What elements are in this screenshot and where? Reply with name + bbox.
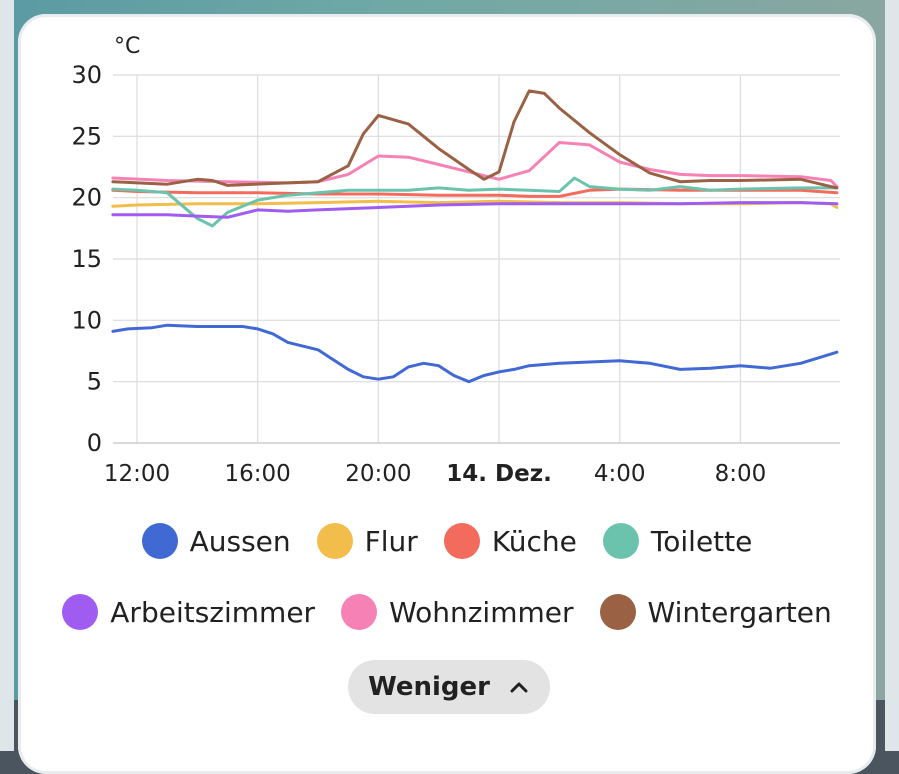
legend-item-arbeitszimmer[interactable]: Arbeitszimmer <box>62 594 315 630</box>
legend-label: Toilette <box>650 524 753 558</box>
weniger-button[interactable]: Weniger <box>348 660 550 714</box>
legend-label: Aussen <box>189 524 291 558</box>
x-tick-label: 20:00 <box>345 461 411 487</box>
y-tick-label: 20 <box>71 184 102 212</box>
legend-item-wohnzimmer[interactable]: Wohnzimmer <box>341 594 574 630</box>
legend-item-wintergarten[interactable]: Wintergarten <box>599 594 832 630</box>
x-tick-label: 8:00 <box>715 461 767 487</box>
legend-swatch <box>341 594 378 630</box>
legend-row-1: Aussen Flur Küche Toilette <box>18 523 876 559</box>
legend-swatch <box>141 523 178 559</box>
x-tick-label: 12:00 <box>104 461 170 487</box>
legend-item-küche[interactable]: Küche <box>443 523 577 559</box>
series-line-toilette <box>111 176 839 228</box>
y-tick-label: 5 <box>87 368 102 396</box>
legend-swatch <box>602 523 639 559</box>
legend-label: Wohnzimmer <box>389 595 574 629</box>
temperature-chart: 0 5 10 15 20 25 30 °C 12:00 16:00 20:00 14. Dez. 4:0… <box>71 34 840 487</box>
series-line-arbeitszimmer <box>111 201 839 219</box>
y-tick-label: 15 <box>71 245 102 273</box>
legend-swatch <box>443 523 480 559</box>
legend-swatch <box>62 594 99 630</box>
legend-swatch <box>316 523 353 559</box>
legend-swatch <box>599 594 636 630</box>
chevron-up-icon <box>510 682 528 693</box>
y-axis-unit: °C <box>114 34 140 59</box>
y-tick-label: 25 <box>71 122 102 150</box>
legend-row-2: Arbeitszimmer Wohnzimmer Wintergarten <box>18 594 876 630</box>
legend-label: Küche <box>491 524 577 558</box>
series-line-wintergarten <box>111 89 839 190</box>
weniger-label: Weniger <box>368 672 490 702</box>
legend-label: Arbeitszimmer <box>110 595 316 629</box>
series-line-aussen <box>111 323 839 384</box>
frame-right <box>885 0 899 751</box>
legend-item-flur[interactable]: Flur <box>316 523 418 559</box>
x-tick-label: 4:00 <box>594 461 646 487</box>
x-tick-label: 16:00 <box>225 461 291 487</box>
frame-left <box>0 0 14 751</box>
legend-label: Wintergarten <box>647 595 832 629</box>
y-tick-label: 30 <box>71 61 102 89</box>
history-card <box>18 14 876 774</box>
y-tick-label: 0 <box>87 429 102 457</box>
x-tick-label: 14. Dez. <box>446 461 552 487</box>
legend-label: Flur <box>364 524 418 558</box>
legend-item-toilette[interactable]: Toilette <box>602 523 753 559</box>
legend-item-aussen[interactable]: Aussen <box>141 523 291 559</box>
y-tick-label: 10 <box>71 306 102 334</box>
